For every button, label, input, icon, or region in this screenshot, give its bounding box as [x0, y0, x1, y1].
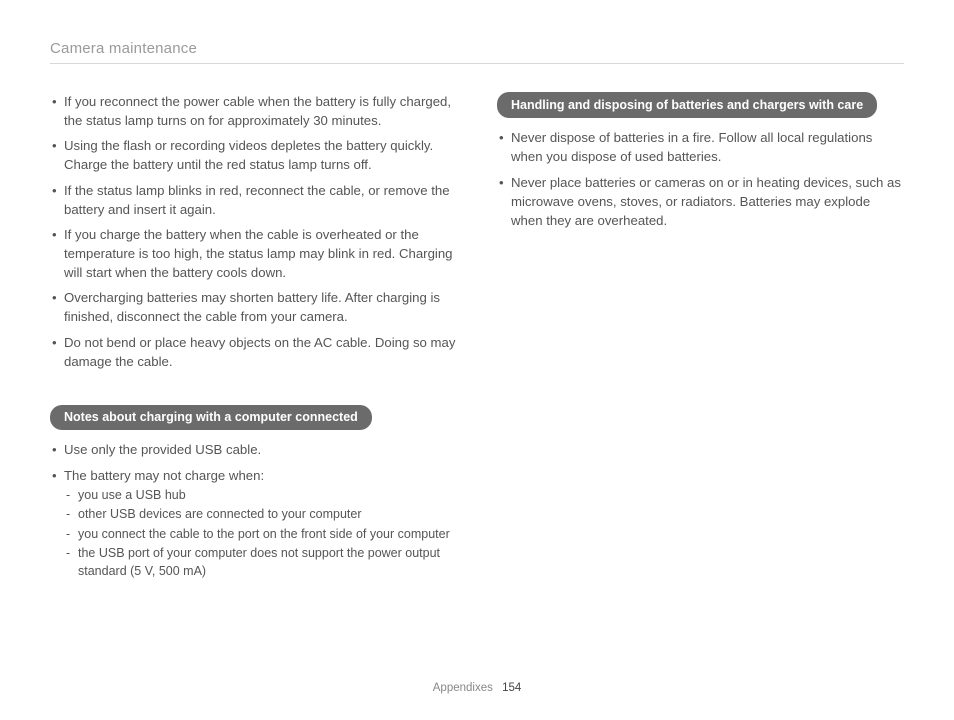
- battery-notes-list: If you reconnect the power cable when th…: [50, 92, 457, 371]
- list-item: Do not bend or place heavy objects on th…: [50, 333, 457, 371]
- list-item: The battery may not charge when: you use…: [50, 466, 457, 581]
- left-column: If you reconnect the power cable when th…: [50, 92, 457, 586]
- usb-notes-list: Use only the provided USB cable. The bat…: [50, 440, 457, 580]
- sub-list-item: the USB port of your computer does not s…: [64, 545, 457, 580]
- content-columns: If you reconnect the power cable when th…: [50, 92, 904, 586]
- list-item: Never dispose of batteries in a fire. Fo…: [497, 128, 904, 166]
- sub-list-item: you connect the cable to the port on the…: [64, 526, 457, 544]
- footer-section-label: Appendixes: [433, 682, 493, 694]
- sub-list-item: you use a USB hub: [64, 487, 457, 505]
- list-item: If you reconnect the power cable when th…: [50, 92, 457, 130]
- section-heading-pill-disposal: Handling and disposing of batteries and …: [497, 92, 877, 118]
- page-footer: Appendixes 154: [0, 682, 954, 694]
- footer-page-number: 154: [502, 682, 521, 694]
- spacer: [50, 377, 457, 405]
- usb-sub-list: you use a USB hub other USB devices are …: [64, 487, 457, 581]
- page-header-title: Camera maintenance: [50, 40, 904, 57]
- sub-list-item: other USB devices are connected to your …: [64, 506, 457, 524]
- right-column: Handling and disposing of batteries and …: [497, 92, 904, 586]
- header-rule: [50, 63, 904, 64]
- list-item-text: The battery may not charge when:: [64, 468, 264, 483]
- list-item: If you charge the battery when the cable…: [50, 225, 457, 282]
- list-item: Use only the provided USB cable.: [50, 440, 457, 459]
- list-item: Overcharging batteries may shorten batte…: [50, 288, 457, 326]
- list-item: If the status lamp blinks in red, reconn…: [50, 181, 457, 219]
- list-item: Using the flash or recording videos depl…: [50, 136, 457, 174]
- disposal-notes-list: Never dispose of batteries in a fire. Fo…: [497, 128, 904, 230]
- list-item: Never place batteries or cameras on or i…: [497, 173, 904, 230]
- section-heading-pill-usb: Notes about charging with a computer con…: [50, 405, 372, 431]
